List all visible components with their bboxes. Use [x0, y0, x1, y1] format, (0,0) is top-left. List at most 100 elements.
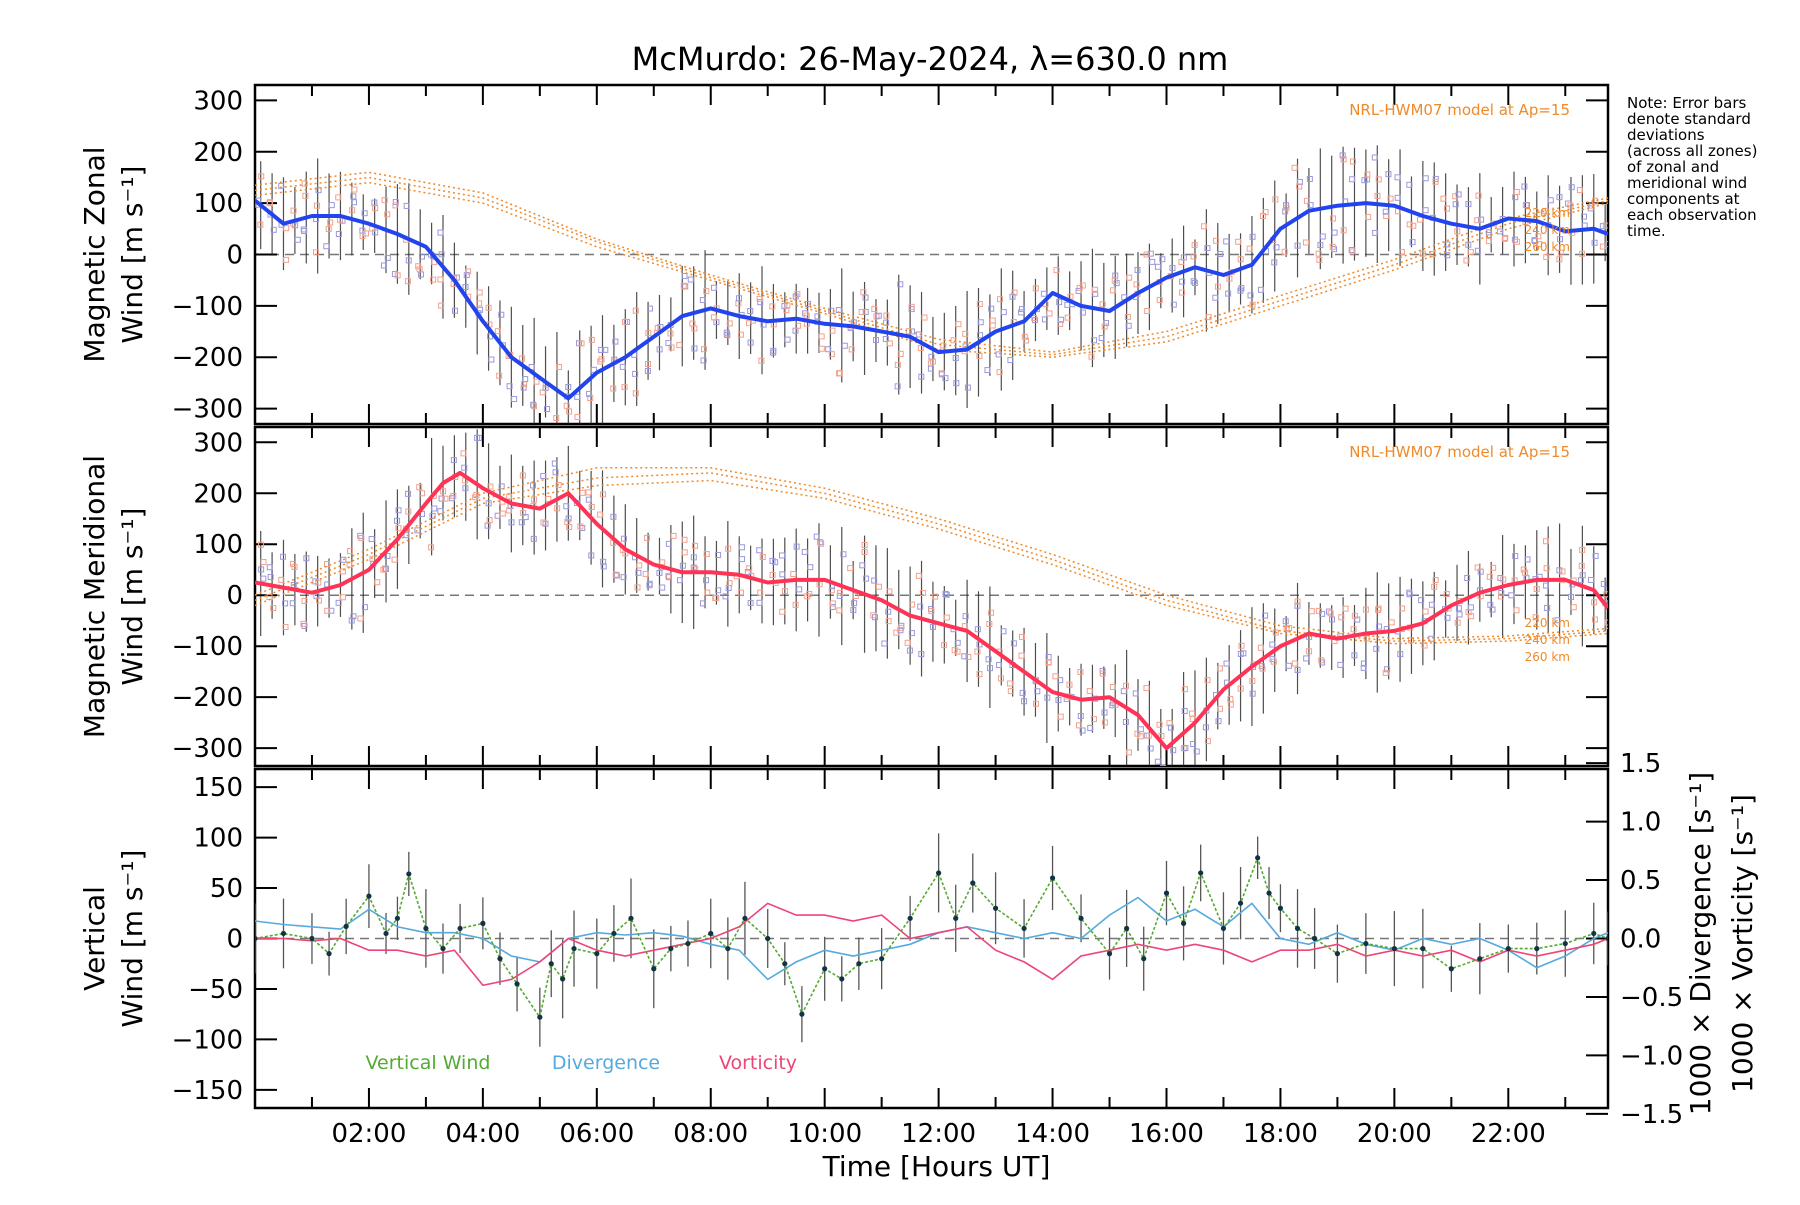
vertical-wind-point [1220, 925, 1227, 932]
model-curve-220-km [255, 467, 1608, 640]
zone-point [1406, 589, 1413, 596]
zone-point [540, 472, 547, 479]
vertical-wind-point [628, 915, 634, 921]
zone-point [1568, 594, 1575, 601]
zone-point [405, 257, 412, 264]
vertical-wind-point [1562, 940, 1568, 947]
zone-point [1304, 197, 1311, 204]
zone-point [1160, 765, 1167, 766]
zone-point [1212, 294, 1219, 301]
zone-point [1351, 612, 1358, 619]
zone-point [829, 600, 836, 607]
zone-point [419, 490, 426, 497]
model-curve-240-km [255, 472, 1608, 642]
zone-point [858, 308, 865, 315]
zone-point [520, 384, 527, 391]
zone-point [1316, 256, 1323, 263]
zone-point [552, 435, 557, 440]
zone-point [942, 591, 949, 598]
zone-point [848, 346, 855, 353]
zone-point [1399, 605, 1406, 612]
zone-point [928, 608, 935, 615]
zone-point [977, 319, 984, 326]
zone-point [954, 648, 961, 655]
zone-point [1087, 724, 1094, 731]
vertical-wind-point [685, 940, 691, 947]
zone-point [357, 615, 364, 622]
zone-point [1372, 229, 1379, 236]
zone-point [430, 276, 437, 283]
zone-point [1387, 195, 1394, 202]
zone-point [563, 402, 570, 409]
zone-point [335, 599, 342, 606]
xtick-label: 06:00 [559, 1119, 634, 1149]
zone-point [792, 601, 799, 608]
zone-point [1090, 716, 1097, 723]
zone-point [1319, 610, 1326, 617]
vertical-wind-point [879, 956, 885, 962]
zone-point [292, 222, 299, 229]
zone-point [431, 505, 438, 512]
altitude-label: 240 km [1525, 633, 1570, 647]
zone-point [974, 626, 981, 633]
zone-point [440, 488, 447, 495]
zone-point [1603, 591, 1608, 598]
vertical-wind-point [1021, 925, 1027, 932]
zone-point [1019, 689, 1026, 696]
zone-point [1090, 337, 1097, 344]
zone-point [1485, 238, 1492, 245]
zone-point [539, 389, 546, 396]
zone-point [1339, 152, 1346, 159]
ytick-label: 100 [193, 189, 243, 219]
zone-point [1428, 635, 1435, 642]
zone-point [484, 522, 491, 529]
zone-point [909, 328, 916, 335]
zone-point [1159, 256, 1166, 263]
zone-point [313, 249, 320, 256]
zone-point [1235, 238, 1242, 245]
zone-point [553, 415, 560, 422]
zone-point [744, 569, 751, 576]
ytick-right-label: −0.5 [1620, 983, 1683, 1013]
zone-point [1533, 585, 1540, 592]
zone-point [328, 202, 335, 209]
zone-point [921, 314, 928, 321]
zone-point [486, 517, 493, 524]
zone-point [1576, 187, 1583, 194]
zone-point [1158, 732, 1165, 739]
vertical-wind-point [560, 976, 566, 982]
zone-point [1086, 688, 1093, 695]
zone-point [988, 609, 995, 616]
zone-point [1259, 665, 1266, 672]
zone-point [859, 562, 866, 569]
zone-point [1262, 612, 1269, 619]
zone-point [578, 340, 585, 347]
zone-point [769, 571, 776, 578]
zone-point [715, 551, 722, 558]
ytick-label: 0 [226, 241, 243, 271]
zone-point [646, 580, 653, 587]
zone-point [391, 556, 398, 563]
vertical-wind-point [1049, 875, 1056, 881]
note-line: of zonal and [1627, 158, 1719, 176]
y-axis-title-left-line2: Wind [m s⁻¹] [116, 850, 149, 1028]
zone-point [1498, 589, 1505, 596]
zone-point [1269, 641, 1276, 648]
zone-point [818, 333, 825, 340]
zone-point [1133, 281, 1140, 288]
vertical-wind-point [343, 923, 349, 929]
panel-0-axes: 300 200 100 0 −100 −200 −300 [172, 83, 1610, 426]
zone-point [587, 394, 594, 401]
zone-point [1418, 597, 1425, 604]
vertical-wind-point [822, 966, 828, 972]
zone-point [1099, 301, 1106, 308]
zone-point [941, 642, 948, 649]
zone-point [289, 600, 296, 607]
zone-point [1124, 313, 1131, 320]
zone-point [897, 350, 904, 357]
zone-point [784, 336, 791, 343]
zone-point [976, 353, 983, 360]
ytick-label: 0 [226, 581, 243, 611]
vertical-wind-point [1312, 935, 1318, 942]
zone-point [1513, 189, 1520, 196]
